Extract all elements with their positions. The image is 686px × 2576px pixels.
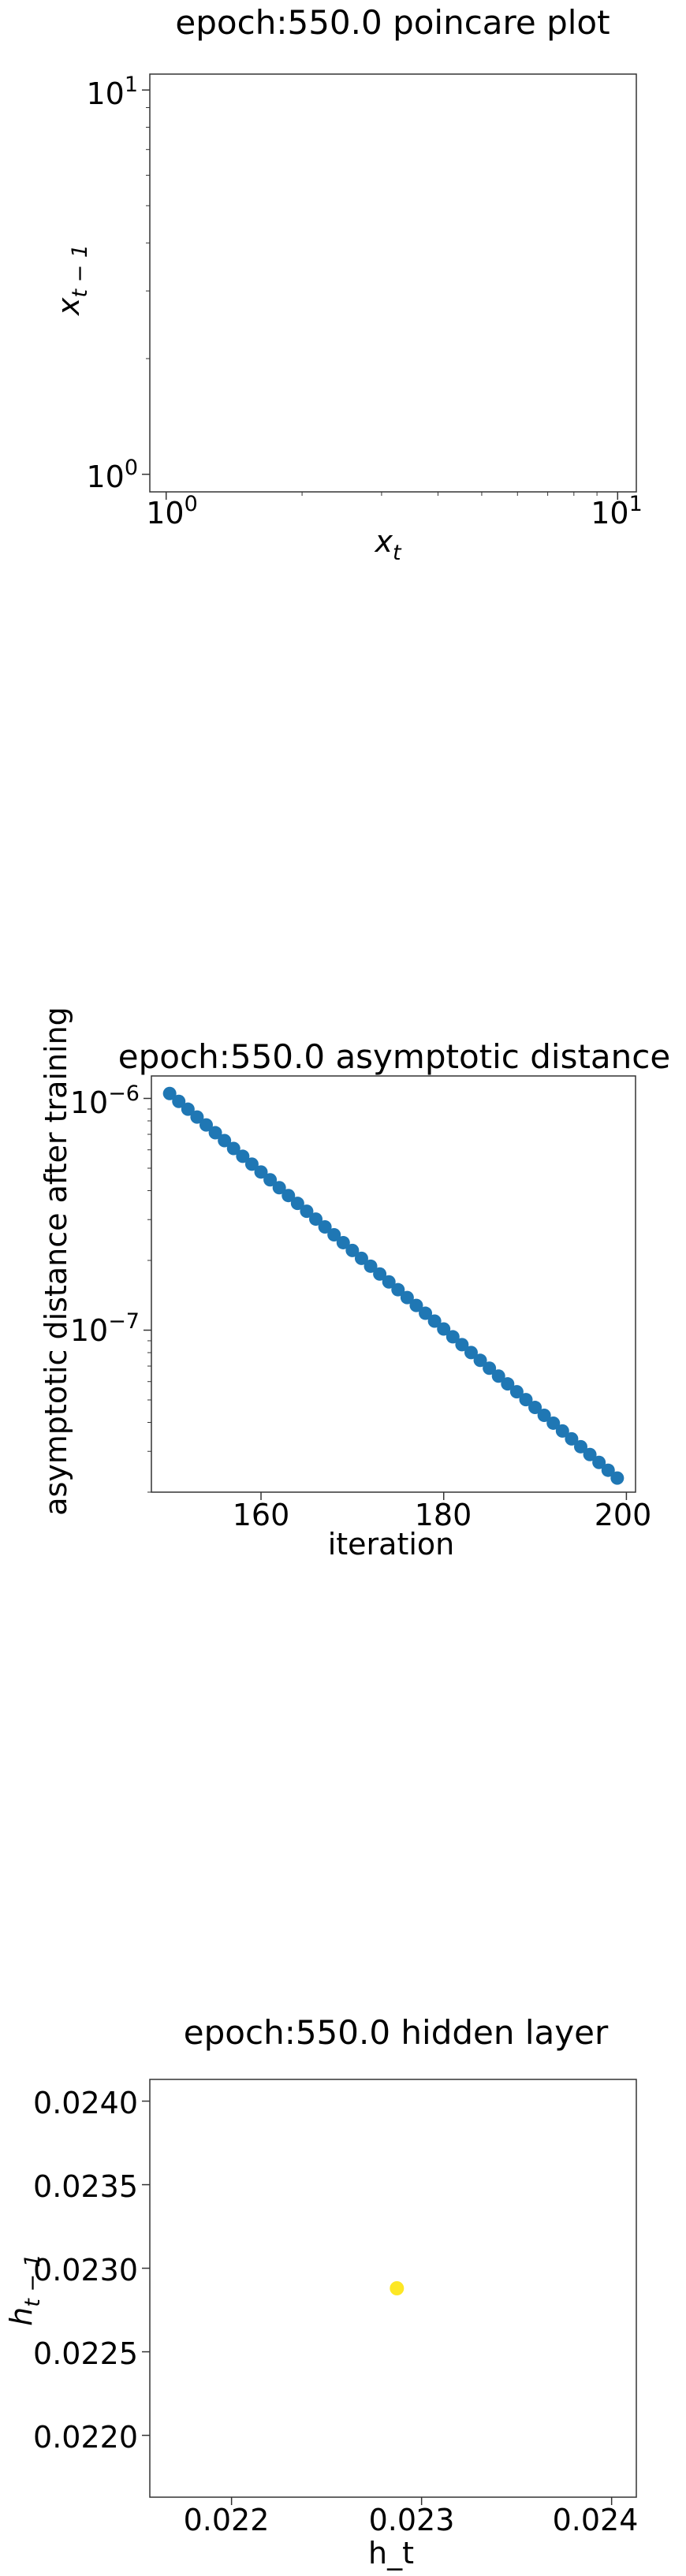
asymptotic-point (573, 1439, 587, 1454)
asymptotic-ytick-1e-6: 10−6 (70, 1081, 140, 1120)
asymptotic-point (455, 1338, 469, 1352)
asymptotic-point (226, 1141, 240, 1156)
hidden-xlabel: h_t (368, 2536, 414, 2570)
asymptotic-point (345, 1243, 360, 1257)
asymptotic-point (181, 1102, 195, 1116)
asymptotic-point (382, 1275, 396, 1289)
asymptotic-point (427, 1314, 442, 1328)
asymptotic-point (364, 1259, 378, 1273)
poincare-xtick-right: 101 (591, 492, 643, 530)
asymptotic-point (272, 1181, 286, 1195)
asymptotic-point (254, 1165, 268, 1179)
asymptotic-point (354, 1251, 368, 1265)
hidden-point (390, 2281, 405, 2295)
poincare-ylabel: xt − 1 (51, 244, 92, 316)
asymptotic-point (509, 1385, 524, 1399)
asymptotic-xlabel: iteration (328, 1527, 455, 1562)
asymptotic-ticks (144, 1097, 628, 1500)
poincare-xtick-left: 100 (146, 492, 198, 530)
asymptotic-xtick-180: 180 (415, 1498, 472, 1532)
asymptotic-point (419, 1306, 433, 1320)
asymptotic-point (501, 1377, 515, 1391)
hidden-title: epoch:550.0 hidden layer (184, 2013, 609, 2052)
asymptotic-point (546, 1416, 561, 1430)
asymptotic-point (236, 1149, 250, 1163)
asymptotic-point (218, 1134, 232, 1148)
asymptotic-xtick-200: 200 (595, 1498, 652, 1532)
hidden-ytick-1: 0.0235 (33, 2169, 138, 2204)
asymptotic-title: epoch:550.0 asymptotic distance (118, 1037, 670, 1076)
poincare-chart: epoch:550.0 poincare plot 101 100 100 10… (51, 3, 643, 565)
asymptotic-point (464, 1346, 478, 1360)
asymptotic-point (473, 1353, 487, 1368)
asymptotic-point (437, 1322, 451, 1336)
asymptotic-point (483, 1361, 497, 1375)
asymptotic-xtick-160: 160 (233, 1498, 290, 1532)
asymptotic-point (400, 1290, 414, 1305)
asymptotic-point (555, 1424, 569, 1438)
hidden-ytick-4: 0.0220 (33, 2420, 138, 2455)
asymptotic-point (537, 1408, 551, 1422)
asymptotic-point (446, 1330, 460, 1344)
hidden-ticks (142, 2100, 613, 2505)
asymptotic-point (290, 1197, 304, 1211)
asymptotic-point (336, 1235, 350, 1249)
asymptotic-point (300, 1204, 314, 1219)
asymptotic-point (409, 1298, 423, 1312)
hidden-ytick-2: 0.0230 (33, 2253, 138, 2288)
asymptotic-ylabel: asymptotic distance after training (39, 1007, 73, 1516)
asymptotic-point (391, 1282, 405, 1297)
asymptotic-point (583, 1447, 597, 1461)
poincare-xlabel: xt (374, 524, 402, 565)
asymptotic-point (162, 1086, 177, 1100)
poincare-axes-frame (149, 73, 637, 493)
asymptotic-chart: epoch:550.0 asymptotic distance 10−6 10−… (39, 1007, 670, 1562)
asymptotic-point (199, 1118, 214, 1132)
hidden-ylabel: ht − 1 (4, 2254, 45, 2326)
asymptotic-point (519, 1393, 533, 1407)
hidden-xtick-2: 0.024 (553, 2503, 639, 2537)
asymptotic-points (162, 1086, 624, 1485)
asymptotic-point (318, 1220, 332, 1234)
asymptotic-point (610, 1471, 624, 1485)
asymptotic-point (565, 1431, 579, 1446)
hidden-axes-frame (149, 2079, 637, 2498)
asymptotic-point (208, 1126, 222, 1140)
asymptotic-point (244, 1157, 259, 1171)
asymptotic-point (601, 1463, 615, 1477)
asymptotic-point (263, 1173, 278, 1187)
poincare-ytick-top: 101 (86, 73, 138, 111)
hidden-points (390, 2281, 405, 2295)
poincare-ytick-bottom: 100 (86, 456, 138, 494)
asymptotic-point (172, 1094, 186, 1108)
asymptotic-point (309, 1212, 323, 1227)
asymptotic-point (327, 1227, 341, 1241)
asymptotic-point (528, 1401, 542, 1415)
hidden-xtick-1: 0.023 (369, 2503, 455, 2537)
hidden-ytick-0: 0.0240 (33, 2086, 138, 2120)
hidden-chart: epoch:550.0 hidden layer 0.0240 0.0235 0… (4, 2013, 638, 2570)
poincare-ticks (142, 89, 619, 500)
hidden-xtick-0: 0.022 (184, 2503, 270, 2537)
asymptotic-point (491, 1369, 505, 1383)
asymptotic-axes-frame (151, 1075, 636, 1493)
poincare-title: epoch:550.0 poincare plot (175, 3, 610, 42)
asymptotic-point (592, 1455, 606, 1469)
asymptotic-point (190, 1110, 204, 1124)
asymptotic-point (373, 1267, 387, 1281)
asymptotic-point (281, 1189, 296, 1203)
hidden-ytick-3: 0.0225 (33, 2336, 138, 2371)
asymptotic-ytick-1e-7: 10−7 (70, 1309, 140, 1348)
